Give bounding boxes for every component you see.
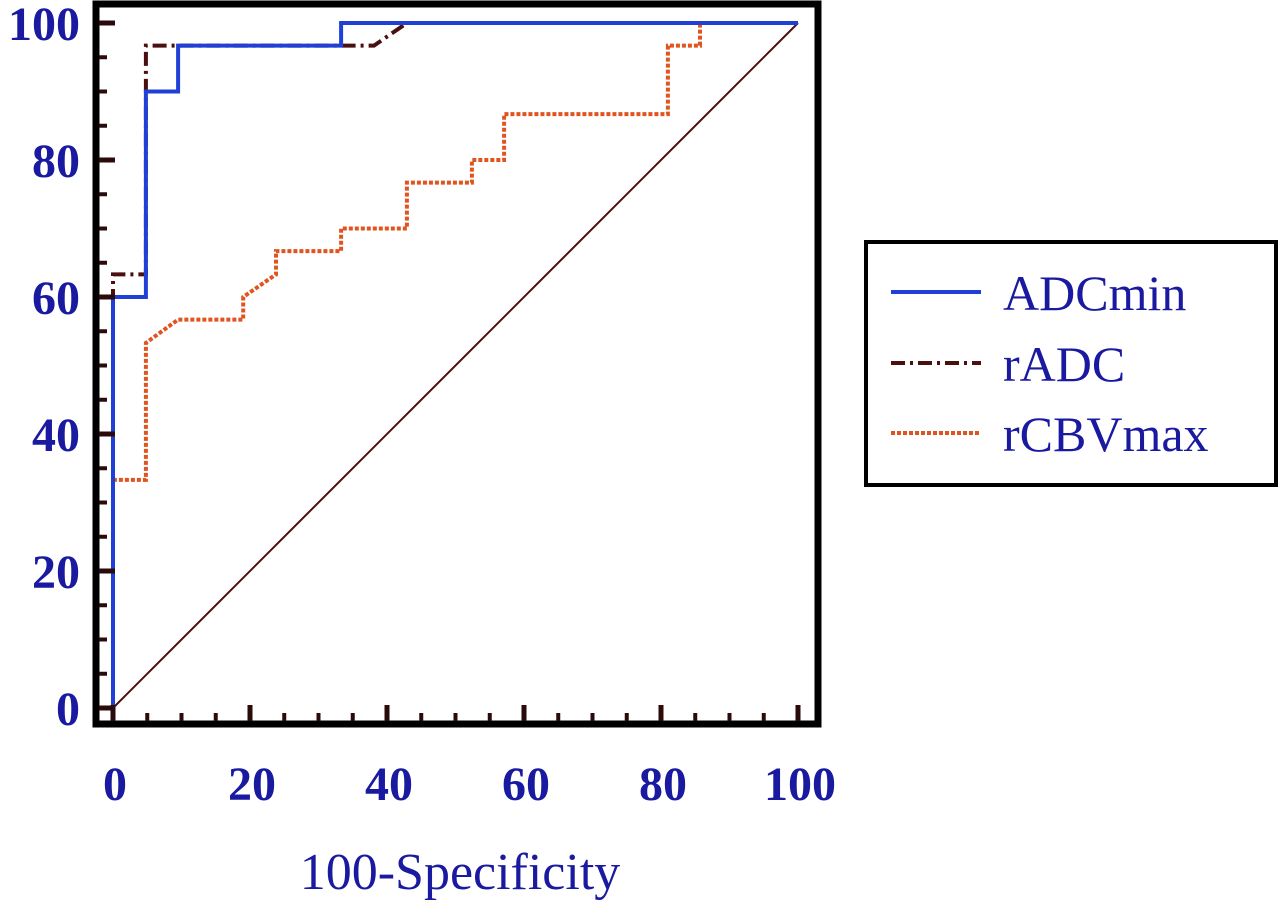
legend-label-rcbvmax: rCBVmax — [1003, 406, 1209, 462]
series-line-rcbvmax — [111, 21, 798, 708]
legend: ADCmin rADC rCBVmax — [864, 240, 1278, 487]
y-tick-label: 80 — [32, 135, 80, 188]
legend-box — [864, 240, 1278, 487]
legend-label-radc: rADC — [1003, 336, 1125, 392]
legend-label-adcmin: ADCmin — [1003, 265, 1186, 321]
reference-diagonal-line — [112, 22, 799, 709]
y-tick-label: 100 — [8, 0, 80, 51]
series-layer — [111, 21, 799, 709]
ticks-layer — [99, 20, 801, 721]
y-tick-label: 60 — [32, 272, 80, 325]
x-tick-label: 60 — [502, 758, 550, 811]
tick-labels: 0 20 40 60 80 100 0 20 40 60 80 100 — [8, 0, 836, 811]
y-tick-label: 0 — [56, 683, 80, 736]
plot-frame — [92, 0, 822, 728]
x-tick-label: 100 — [764, 758, 836, 811]
x-axis-label: 100-Specificity — [300, 844, 621, 901]
x-tick-label: 40 — [365, 758, 413, 811]
x-tick-label: 0 — [103, 758, 127, 811]
x-tick-label: 20 — [228, 758, 276, 811]
series-line-adcmin — [111, 21, 798, 708]
y-tick-label: 20 — [32, 546, 80, 599]
series-line-radc — [111, 21, 798, 708]
x-tick-label: 80 — [639, 758, 687, 811]
y-tick-label: 40 — [32, 409, 80, 462]
